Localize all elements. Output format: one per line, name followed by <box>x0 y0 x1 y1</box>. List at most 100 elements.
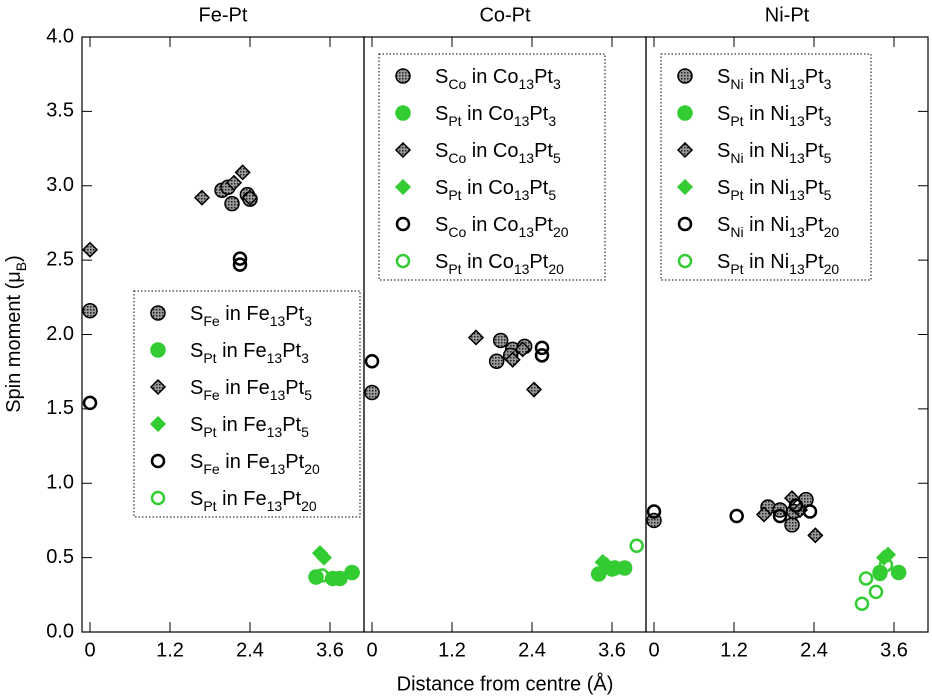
point <box>225 174 243 191</box>
subscript: 13 <box>789 187 805 203</box>
x-tick-label: 3.6 <box>316 639 344 661</box>
label-part: Pt <box>529 103 548 125</box>
x-tick-label: 2.4 <box>800 639 828 661</box>
point <box>241 189 259 206</box>
label-part: Pt <box>529 177 548 199</box>
point <box>82 395 98 411</box>
label-part: S <box>190 303 203 325</box>
legend-label: SCo in Co13Pt20 <box>435 214 569 240</box>
legend-label: SFe in Fe13Pt20 <box>190 451 320 477</box>
label-part: Pt <box>282 488 301 510</box>
point <box>890 564 907 581</box>
label-part: S <box>190 414 203 436</box>
subscript: Co <box>448 224 466 240</box>
label-part: Pt <box>805 66 824 88</box>
point <box>315 549 333 566</box>
subscript: 13 <box>789 150 805 166</box>
legend-marker <box>676 141 694 159</box>
point <box>646 504 662 519</box>
y-tick-label: 2.5 <box>46 248 74 270</box>
x-tick-label: 1.2 <box>156 639 184 661</box>
point <box>534 348 550 363</box>
subscript: 13 <box>514 113 530 129</box>
subscript: Pt <box>730 113 743 129</box>
label-part: Pt <box>805 251 824 273</box>
label-part: Pt <box>805 103 824 125</box>
point <box>82 302 98 319</box>
subscript: Fe <box>203 313 220 329</box>
panel-frame <box>645 36 929 633</box>
label-part: Pt <box>805 177 824 199</box>
legend-box <box>133 290 361 518</box>
panel-title: Fe-Pt <box>199 4 248 26</box>
subscript: 13 <box>267 424 283 440</box>
legend-label: SPt in Co13Pt3 <box>435 103 556 129</box>
label-part: in Fe <box>220 303 270 325</box>
label-part: in Fe <box>217 414 267 436</box>
label-part: Pt <box>534 214 553 236</box>
subscript: 13 <box>789 76 805 92</box>
label-part: in Ni <box>744 177 790 199</box>
legend-marker <box>150 342 166 358</box>
legend-marker <box>394 141 412 159</box>
panel-title: Co-Pt <box>479 4 531 26</box>
subscript: 13 <box>519 224 535 240</box>
label-part: S <box>717 251 730 273</box>
subscript: 13 <box>789 261 805 277</box>
legend-label: SPt in Fe13Pt3 <box>190 340 309 366</box>
y-tick-label: 1.0 <box>46 472 74 494</box>
point <box>364 384 380 401</box>
subscript: 3 <box>824 113 832 129</box>
subscript: 3 <box>553 76 561 92</box>
label-part: Pt <box>534 140 553 162</box>
x-axis-label: Distance from centre (Å) <box>397 672 614 695</box>
point <box>534 340 550 356</box>
x-tick-label: 0 <box>366 639 377 661</box>
label-part: in Co <box>462 177 514 199</box>
subscript: 13 <box>270 387 286 403</box>
y-tick-label: 3.0 <box>46 174 74 196</box>
legend-label: SFe in Fe13Pt3 <box>190 303 312 329</box>
point <box>514 341 531 358</box>
label-part: S <box>435 251 448 273</box>
subscript: Fe <box>203 461 220 477</box>
legend-label: SPt in Ni13Pt3 <box>717 103 832 129</box>
label-part: in Ni <box>744 214 790 236</box>
label-part: S <box>717 103 730 125</box>
point <box>590 566 607 582</box>
point <box>232 257 248 272</box>
legend-box <box>378 53 606 281</box>
subscript: 20 <box>824 261 840 277</box>
legend-marker <box>394 178 412 196</box>
subscript: 20 <box>553 224 569 240</box>
y-tick-label: 0.5 <box>46 546 74 568</box>
point <box>788 498 804 513</box>
point <box>330 571 346 586</box>
legend-marker <box>676 178 694 196</box>
label-part: ) <box>3 255 25 262</box>
label-part: S <box>435 103 448 125</box>
legend-marker <box>677 216 693 232</box>
label-part: Pt <box>534 66 553 88</box>
label-part: in Fe <box>217 488 267 510</box>
x-tick-label: 0 <box>648 639 659 661</box>
subscript: Fe <box>203 387 220 403</box>
legend-label: SPt in Fe13Pt5 <box>190 414 309 440</box>
subscript: Pt <box>448 261 461 277</box>
label-part: Pt <box>282 340 301 362</box>
legend-marker <box>677 105 693 121</box>
y-tick-label: 2.0 <box>46 323 74 345</box>
legend-marker <box>149 415 167 433</box>
point <box>772 508 788 524</box>
label-part: S <box>190 377 203 399</box>
point <box>878 557 894 573</box>
y-tick-label: 1.5 <box>46 397 74 419</box>
x-tick-label: 1.2 <box>720 639 748 661</box>
legend-label: SPt in Co13Pt5 <box>435 177 556 203</box>
legend-box <box>660 53 872 281</box>
legend-label: SPt in Co13Pt20 <box>435 251 564 277</box>
point <box>345 565 360 580</box>
y-tick-label: 0.0 <box>46 620 74 642</box>
label-part: in Co <box>466 214 518 236</box>
